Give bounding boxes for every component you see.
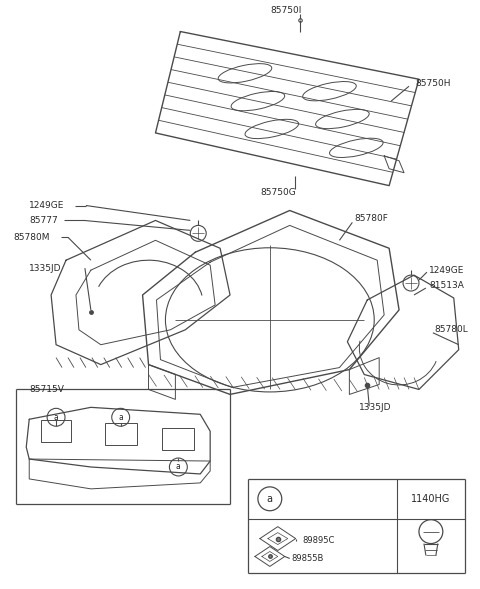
Text: 1249GE: 1249GE (429, 266, 464, 274)
Text: 85780M: 85780M (13, 233, 50, 242)
Text: 89855B: 89855B (292, 554, 324, 563)
Text: 85715V: 85715V (29, 385, 64, 394)
Text: 81513A: 81513A (429, 280, 464, 290)
Text: 85780F: 85780F (354, 214, 388, 223)
Text: 85750I: 85750I (270, 6, 301, 15)
Text: 1140HG: 1140HG (411, 494, 451, 504)
Bar (41, 421, 71, 442)
Text: 1335JD: 1335JD (360, 403, 392, 412)
Text: 1249GE: 1249GE (29, 201, 65, 210)
Text: a: a (176, 462, 181, 472)
Bar (162, 428, 194, 450)
Text: 85750H: 85750H (415, 79, 451, 88)
Text: a: a (267, 494, 273, 504)
Text: a: a (54, 413, 59, 422)
Text: a: a (118, 413, 123, 422)
Text: 1335JD: 1335JD (29, 264, 62, 273)
Text: 85780L: 85780L (435, 325, 468, 335)
Bar (105, 423, 137, 445)
Text: 85777: 85777 (29, 216, 58, 225)
Text: 89895C: 89895C (302, 536, 335, 545)
Text: 85750G: 85750G (260, 188, 296, 197)
